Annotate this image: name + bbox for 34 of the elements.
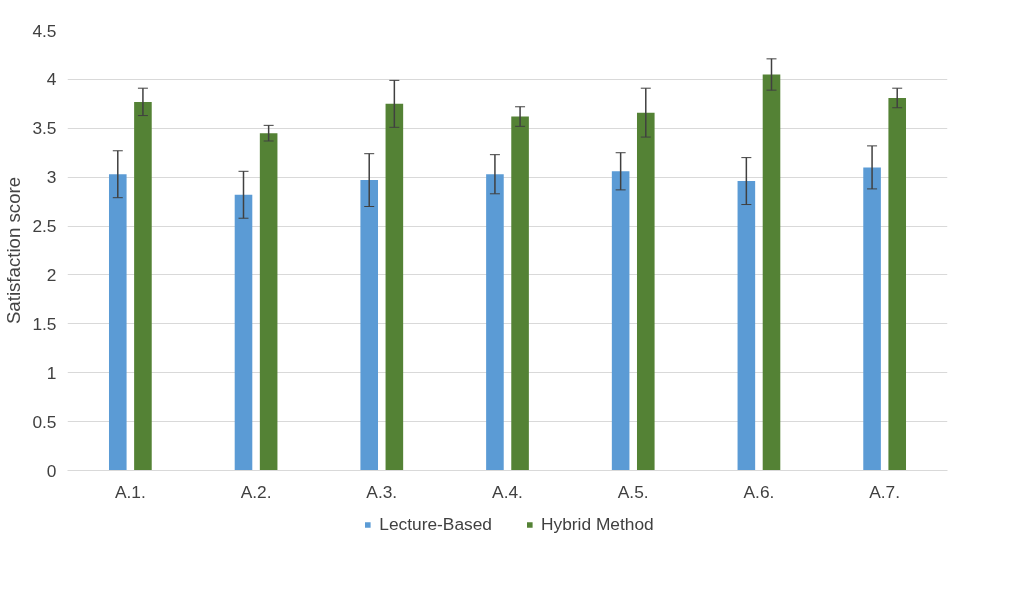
- y-tick-label: 2: [46, 264, 57, 285]
- y-tick-label: 1: [46, 362, 57, 383]
- y-tick-label: 4.5: [32, 20, 57, 41]
- bar: [762, 74, 781, 471]
- legend-label: Hybrid Method: [541, 513, 654, 535]
- bar: [259, 133, 278, 471]
- legend-label: Lecture-Based: [379, 513, 493, 535]
- x-tick-label: A.1.: [114, 481, 146, 502]
- bar: [611, 171, 630, 471]
- x-tick-label: A.3.: [366, 481, 398, 502]
- y-tick-label: 0.5: [32, 411, 57, 432]
- x-tick-label: A.2.: [240, 481, 272, 502]
- bar: [511, 116, 529, 471]
- x-tick-label: A.6.: [743, 481, 775, 502]
- x-tick-label: A.4.: [492, 481, 523, 502]
- bar: [385, 103, 404, 471]
- y-tick-label: 4: [46, 69, 57, 90]
- bar: [134, 101, 152, 471]
- y-tick-label: 3: [46, 167, 57, 188]
- bar: [108, 174, 127, 471]
- bar: [234, 194, 253, 471]
- bar: [737, 181, 756, 471]
- bar: [486, 174, 504, 471]
- x-tick-label: A.7.: [869, 481, 901, 502]
- bar: [360, 180, 379, 471]
- bar: [863, 167, 881, 471]
- y-axis-title: Satisfaction score: [3, 176, 25, 325]
- x-tick-label: A.5.: [617, 481, 649, 502]
- y-tick-label: 2.5: [32, 216, 57, 237]
- y-tick-label: 1.5: [32, 313, 57, 334]
- bar: [888, 97, 907, 471]
- y-tick-label: 0: [46, 460, 57, 481]
- bar: [636, 112, 655, 471]
- y-tick-label: 3.5: [32, 118, 57, 139]
